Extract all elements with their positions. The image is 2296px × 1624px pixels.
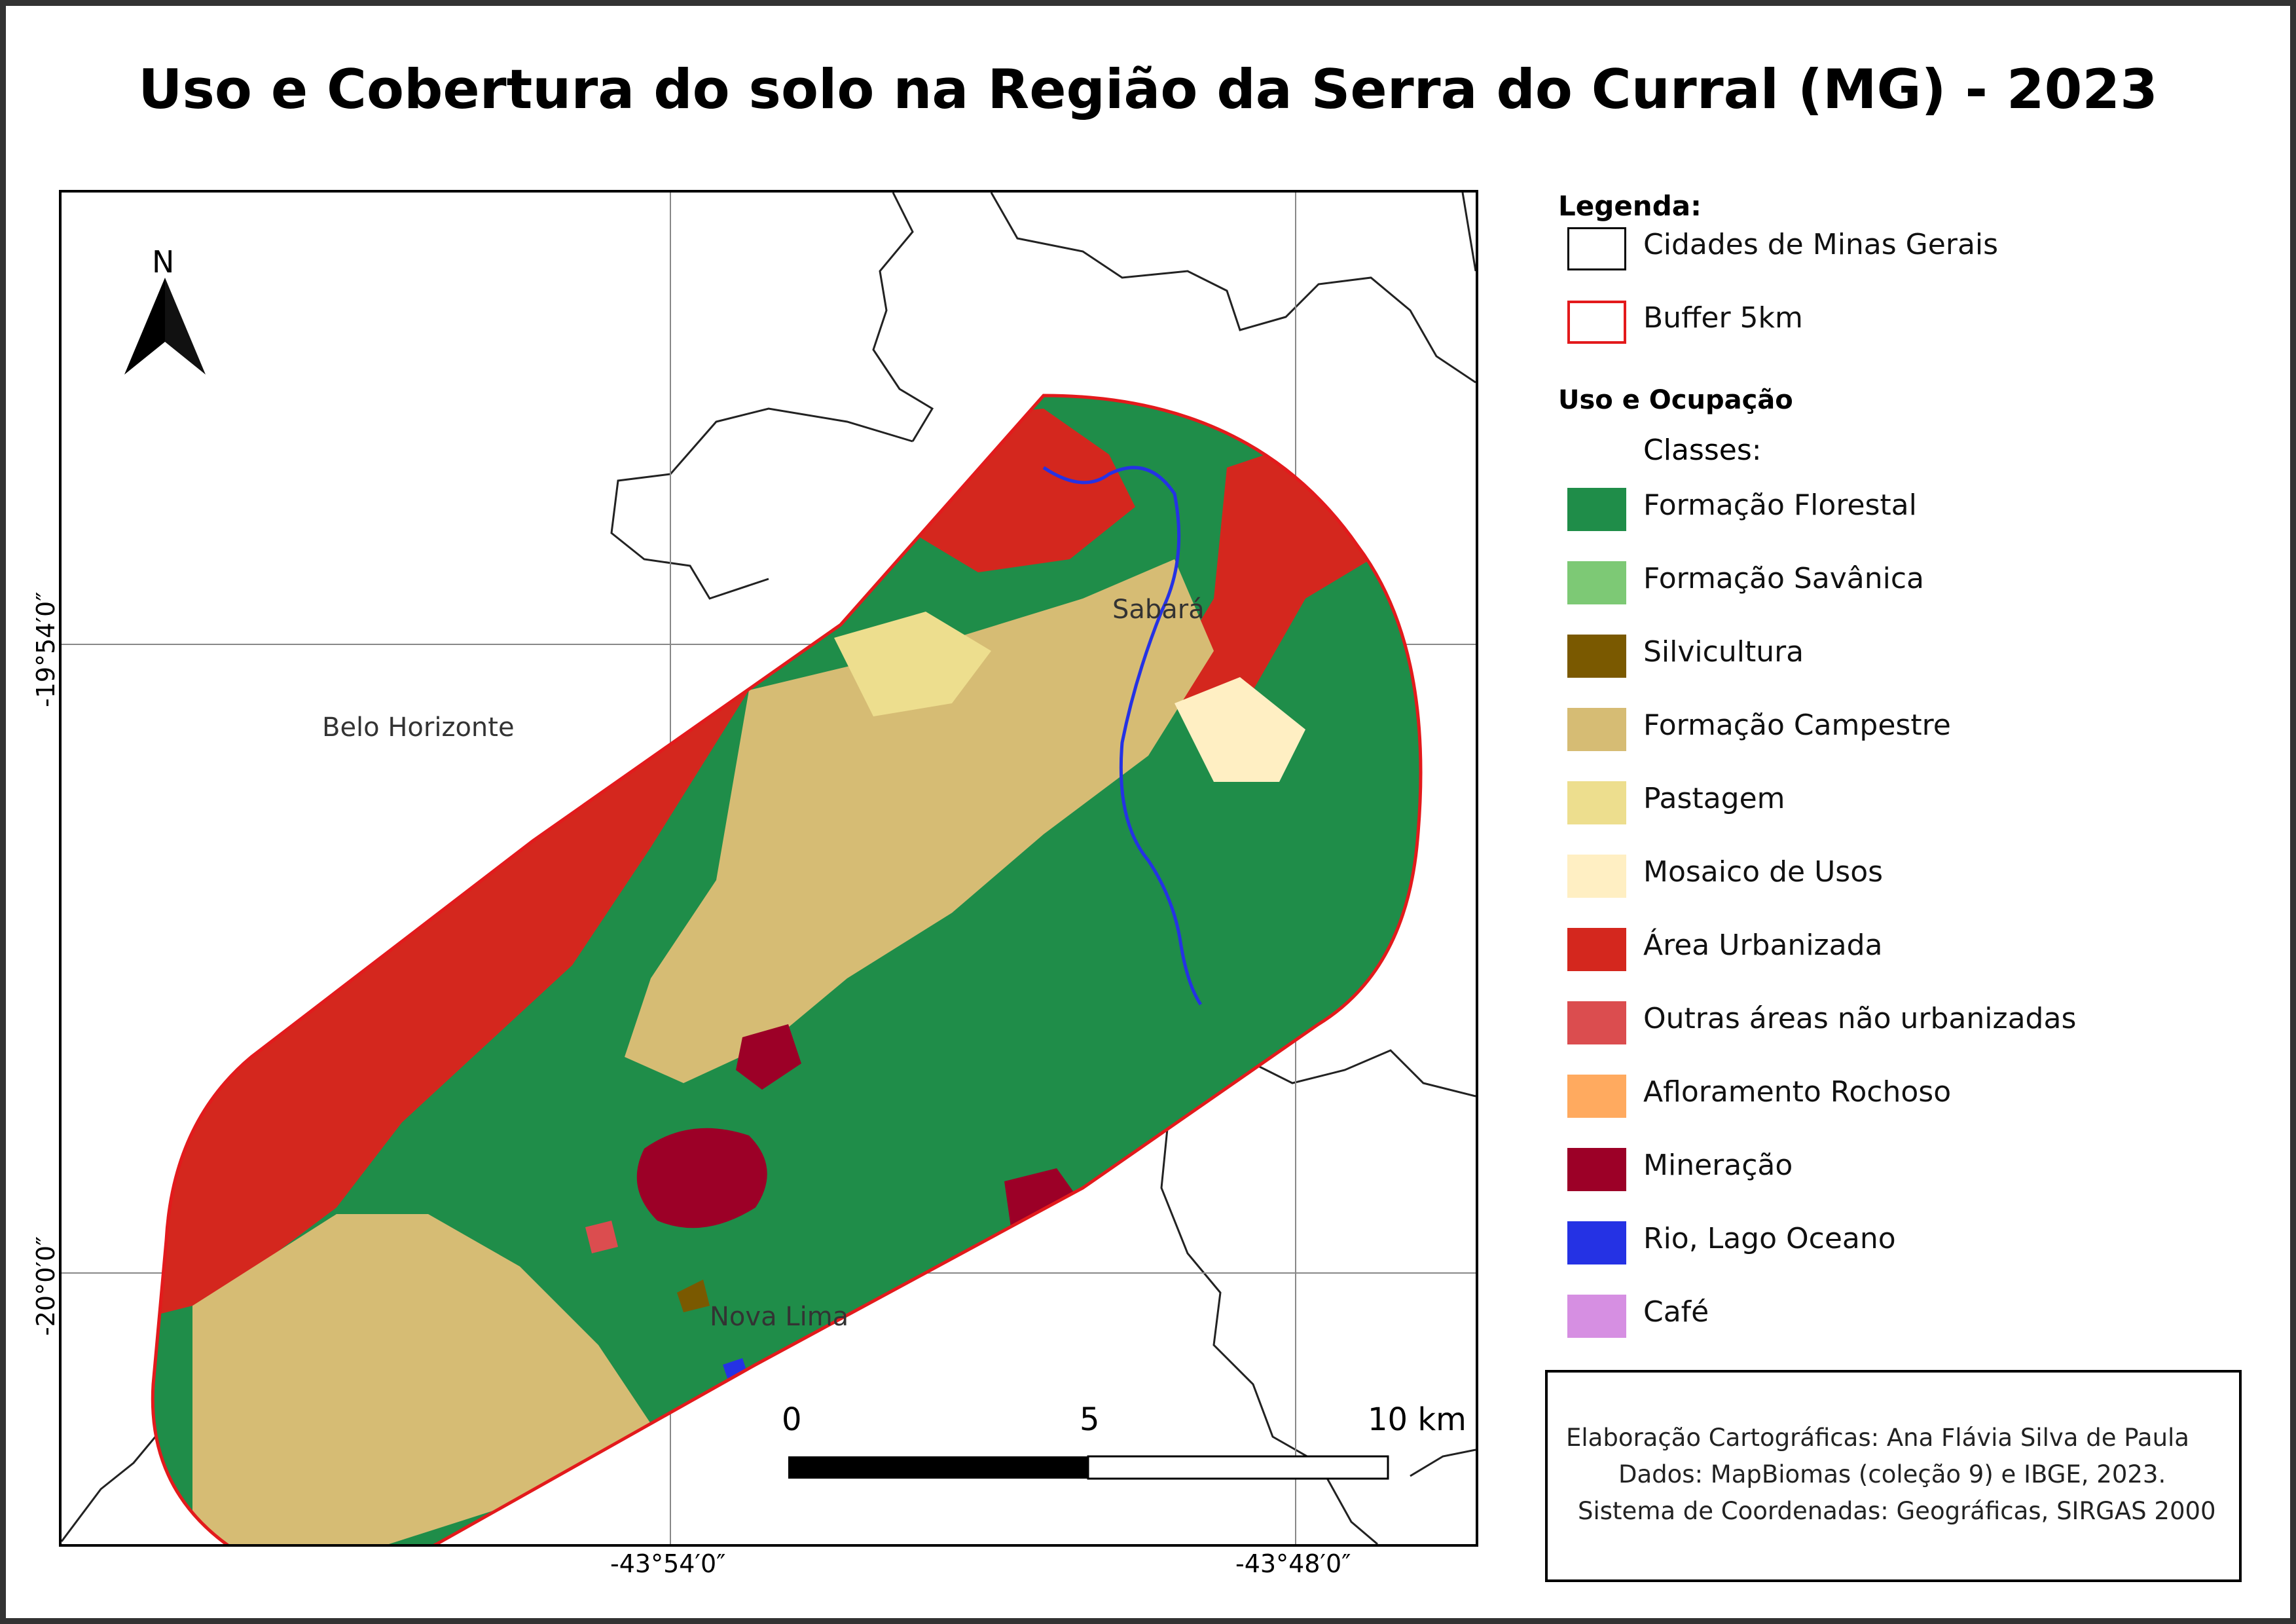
- legend-class-swatch: [1567, 635, 1626, 678]
- legend-swatch: [1567, 227, 1626, 270]
- scale-bar: 0 5 10 km: [782, 1401, 1467, 1480]
- legend-class-label: Pastagem: [1643, 782, 1785, 815]
- legend-class-label: Mineração: [1643, 1149, 1793, 1182]
- label-sabara: Sabará: [1112, 595, 1205, 625]
- map-frame: Belo Horizonte Sabará Nova Lima N 0 5 10…: [59, 190, 1478, 1547]
- legend-class-swatch: [1567, 1148, 1626, 1191]
- map-canvas: Belo Horizonte Sabará Nova Lima N 0 5 10…: [62, 193, 1476, 1544]
- legend-class-swatch: [1567, 855, 1626, 898]
- pasture-patch: [834, 612, 991, 716]
- map-title: Uso e Cobertura do solo na Região da Ser…: [138, 58, 2158, 121]
- scale-label-0: 0: [782, 1401, 802, 1438]
- legend-class-label: Café: [1643, 1295, 1709, 1329]
- legend-class-swatch: [1567, 928, 1626, 971]
- mining-area-2: [736, 1024, 801, 1090]
- lat-label-top: -19°54′0″: [31, 591, 60, 707]
- grassland-band: [625, 559, 1214, 1083]
- mining-area-main: [636, 1128, 767, 1228]
- land-use-heading: Uso e Ocupação: [1558, 385, 1793, 415]
- classes-label: Classes:: [1643, 434, 1762, 467]
- legend-class-swatch: [1567, 708, 1626, 751]
- mining-area-4: [788, 585, 821, 625]
- legend-class-label: Formação Florestal: [1643, 489, 1917, 522]
- mosaic-patch: [1175, 677, 1305, 782]
- lon-label-left: -43°54′0″: [610, 1549, 726, 1578]
- buffer-5km-outline: [151, 394, 1423, 1544]
- scale-label-10: 10 km: [1368, 1401, 1467, 1438]
- credits-data-source: Dados: MapBiomas (coleção 9) e IBGE, 202…: [1618, 1460, 2166, 1488]
- silviculture-patch: [677, 1280, 710, 1312]
- land-cover-raster: [153, 396, 1421, 1544]
- north-arrow-label: N: [152, 244, 174, 280]
- river-das-velhas: [1042, 466, 1203, 1006]
- credits-box: Elaboração Cartográficas: Ana Flávia Sil…: [1545, 1370, 2242, 1582]
- legend-class-label: Silvicultura: [1643, 635, 1804, 669]
- credits-author: Elaboração Cartográficas: Ana Flávia Sil…: [1566, 1424, 2189, 1452]
- label-nova-lima: Nova Lima: [710, 1302, 848, 1332]
- legend-item-label: Buffer 5km: [1643, 301, 1803, 335]
- legend-class-swatch: [1567, 561, 1626, 604]
- legend-class-swatch: [1567, 781, 1626, 824]
- legend-class-swatch: [1567, 1295, 1626, 1338]
- legend-class-label: Mosaico de Usos: [1643, 855, 1884, 889]
- grassland-south: [192, 1214, 651, 1544]
- north-arrow: N: [124, 244, 206, 375]
- legend-class-label: Formação Campestre: [1643, 709, 1951, 742]
- legend-class-label: Outras áreas não urbanizadas: [1643, 1002, 2077, 1035]
- lon-label-right: -43°48′0″: [1235, 1549, 1351, 1578]
- legend-class-label: Área Urbanizada: [1643, 929, 1883, 962]
- credits-crs: Sistema de Coordenadas: Geográficas, SIR…: [1578, 1497, 2216, 1525]
- legend-class-swatch: [1567, 1075, 1626, 1118]
- legend-class-label: Afloramento Rochoso: [1643, 1075, 1952, 1109]
- legend-class-swatch: [1567, 1221, 1626, 1264]
- legend-class-label: Rio, Lago Oceano: [1643, 1222, 1896, 1255]
- lat-label-bottom: -20°0′0″: [31, 1236, 60, 1336]
- scale-label-5: 5: [1080, 1401, 1100, 1438]
- legend-heading: Legenda:: [1558, 190, 1702, 222]
- legend-class-swatch: [1567, 488, 1626, 531]
- legend-item-label: Cidades de Minas Gerais: [1643, 228, 1999, 261]
- legend-class-swatch: [1567, 1001, 1626, 1044]
- legend-class-label: Formação Savânica: [1643, 562, 1925, 595]
- other-non-urban-patch: [585, 1221, 618, 1253]
- legend-swatch: [1567, 301, 1626, 344]
- label-belo-horizonte: Belo Horizonte: [322, 712, 515, 743]
